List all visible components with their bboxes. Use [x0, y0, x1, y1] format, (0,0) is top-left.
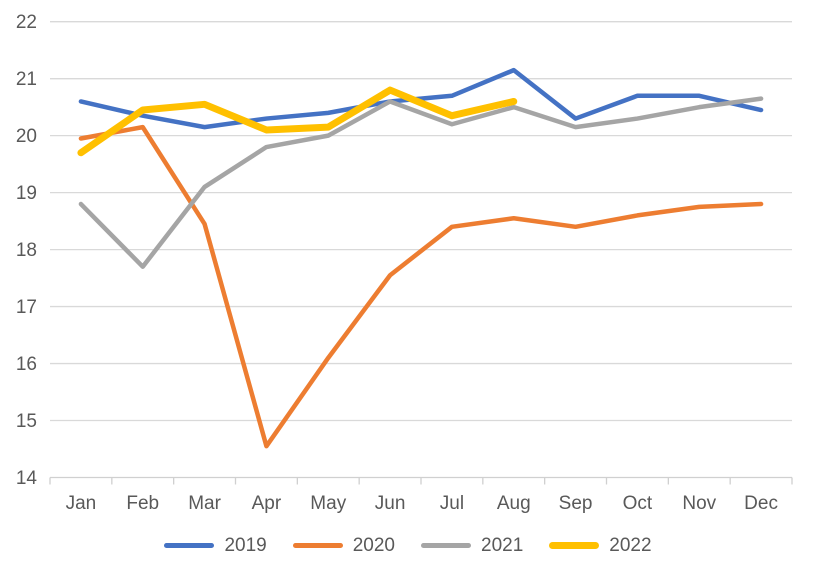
y-axis-label: 17 — [16, 297, 37, 318]
series-line-2019 — [78, 67, 764, 130]
y-axis-label: 16 — [16, 354, 37, 375]
x-axis-label: Jul — [440, 493, 464, 514]
series-line-2020 — [78, 124, 764, 449]
legend-item-2020: 2020 — [292, 535, 395, 556]
x-axis-label: Nov — [682, 493, 716, 514]
x-axis-label: May — [310, 493, 346, 514]
legend-item-2021: 2021 — [421, 536, 523, 555]
y-axis-label: 21 — [16, 69, 37, 90]
y-axis-label: 20 — [16, 126, 37, 147]
legend-item-2022: 2022 — [549, 535, 652, 556]
y-axis-label: 19 — [16, 183, 37, 204]
series-line-2021 — [78, 96, 764, 269]
legend-label-2022: 2022 — [609, 535, 652, 556]
legend-swatch-2021-icon — [421, 543, 471, 548]
y-axis-label: 15 — [16, 411, 37, 432]
series-line-2022 — [77, 86, 518, 157]
x-axis-label: Mar — [188, 493, 221, 514]
y-axis-label: 18 — [16, 240, 37, 261]
legend-label-2021: 2021 — [481, 535, 524, 556]
x-axis-label: Jun — [375, 493, 406, 514]
legend-swatch-2022-icon — [549, 542, 600, 549]
legend-swatch-2019-icon — [164, 543, 215, 548]
x-axis-label: Aug — [497, 493, 531, 514]
plot-area: 22 21 20 19 18 17 16 15 14 Jan Feb Mar Apr May Jun Jul A… — [16, 12, 793, 514]
y-axis-label: 22 — [16, 12, 37, 33]
legend-label-2019: 2019 — [224, 535, 267, 556]
x-axis-label: Jan — [66, 493, 97, 514]
x-axis-label: Apr — [252, 493, 282, 514]
x-axis-label: Oct — [623, 493, 653, 514]
x-axis-label: Feb — [126, 493, 159, 514]
y-axis-label: 14 — [16, 468, 38, 489]
x-axis-label: Sep — [559, 493, 593, 514]
x-axis-label: Dec — [744, 493, 778, 514]
legend: 2019 2020 2021 2022 — [0, 536, 816, 555]
legend-swatch-2020-icon — [292, 543, 343, 548]
legend-item-2019: 2019 — [164, 535, 267, 556]
legend-label-2020: 2020 — [352, 535, 395, 556]
